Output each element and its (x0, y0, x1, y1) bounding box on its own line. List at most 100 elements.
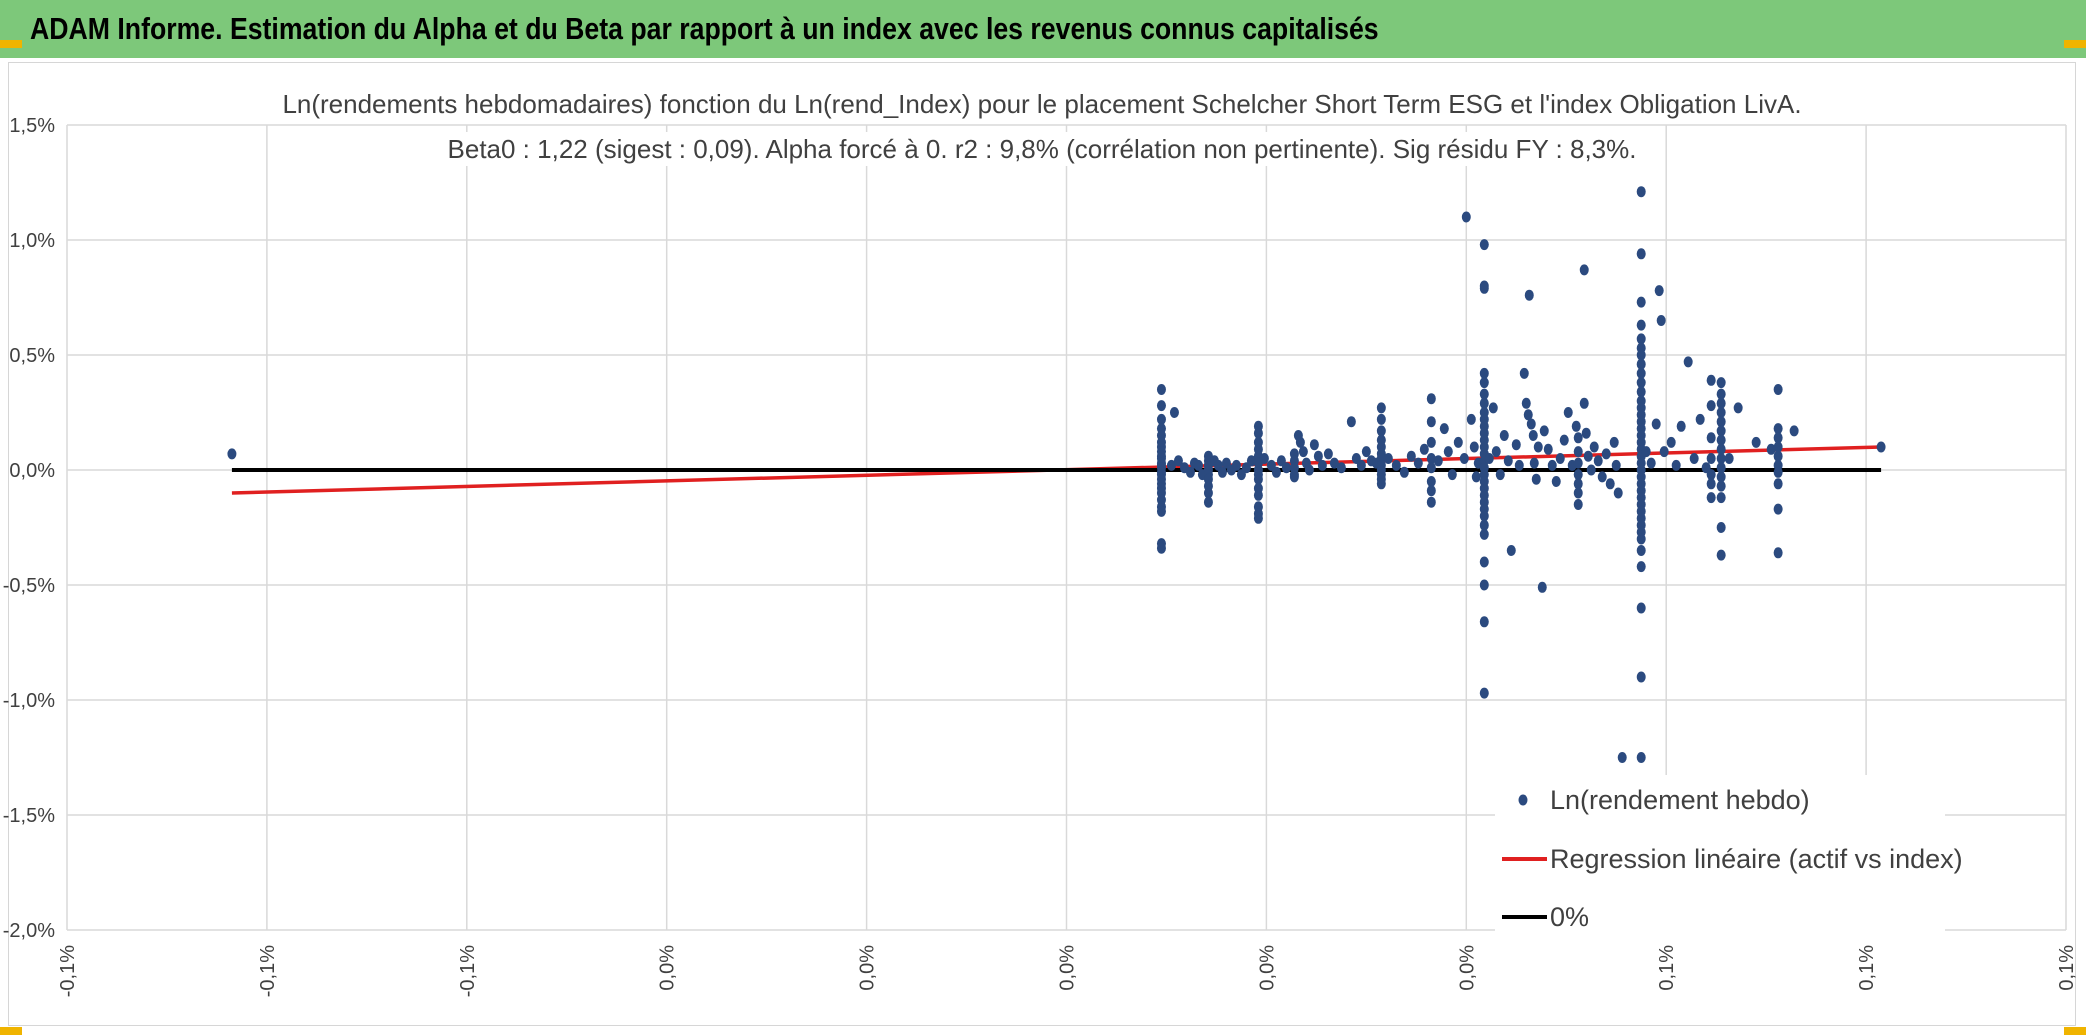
data-point (1706, 492, 1716, 504)
data-point (1304, 464, 1314, 476)
data-point (1426, 462, 1436, 474)
x-tick-label: -0,1% (257, 945, 279, 997)
data-point (1766, 443, 1776, 455)
data-point (1636, 386, 1646, 398)
data-point (1555, 453, 1565, 464)
data-point (1479, 519, 1489, 531)
data-point (1526, 418, 1536, 430)
data-point (1426, 476, 1436, 487)
data-point (1479, 377, 1489, 389)
data-point (1573, 487, 1583, 499)
data-point (1203, 496, 1213, 508)
data-point (1656, 315, 1666, 326)
data-point (1571, 420, 1581, 432)
data-point (1751, 436, 1761, 448)
legend-item-scatter: Ln(rendement hebdo) (1550, 785, 1810, 815)
data-point (1217, 466, 1227, 478)
data-point (1323, 448, 1333, 460)
x-tick-label: 0,0% (1057, 945, 1079, 991)
data-point (1529, 457, 1539, 469)
data-point (1636, 349, 1646, 361)
data-point (1466, 413, 1476, 425)
data-point (1336, 462, 1346, 474)
data-point (1253, 473, 1263, 485)
legend-background (1495, 775, 1945, 935)
data-point (1609, 436, 1619, 448)
x-tick-label: 0,1% (1656, 945, 1678, 991)
data-point (1376, 402, 1386, 414)
data-point (1447, 469, 1457, 481)
data-point (1601, 448, 1611, 460)
data-point (1773, 432, 1783, 444)
data-point (1876, 441, 1886, 453)
corner-marker (2064, 1027, 2086, 1035)
data-point (1617, 752, 1627, 763)
data-point (1426, 436, 1436, 448)
data-point (1383, 453, 1393, 464)
data-point (1524, 289, 1534, 301)
y-tick-label: -1,0% (3, 690, 55, 712)
data-point (1579, 264, 1589, 276)
data-point (1773, 441, 1783, 453)
data-point (1156, 384, 1166, 395)
scatter-points (227, 186, 1886, 872)
data-point (1683, 356, 1693, 368)
chart-title: Ln(rendements hebdomadaires) fonction du… (282, 89, 1801, 119)
data-point (1479, 367, 1489, 379)
data-point (1271, 466, 1281, 478)
report-header: ADAM Informe. Estimation du Alpha et du … (0, 0, 2086, 58)
y-tick-label: -0,5% (3, 575, 55, 597)
data-point (1533, 441, 1543, 453)
corner-marker (2064, 40, 2086, 48)
data-point (1479, 397, 1489, 409)
data-point (1611, 459, 1621, 471)
data-point (1539, 425, 1549, 437)
data-point (1636, 377, 1646, 389)
data-point (1636, 602, 1646, 614)
data-point (1636, 533, 1646, 545)
data-point (1156, 505, 1166, 517)
data-point (1317, 459, 1327, 471)
data-point (1547, 459, 1557, 471)
data-point (1376, 478, 1386, 490)
data-point (1156, 413, 1166, 425)
data-point (1426, 416, 1436, 428)
data-point (1773, 466, 1783, 478)
data-point (1461, 211, 1471, 223)
data-point (1391, 459, 1401, 471)
data-point (1563, 407, 1573, 418)
data-point (1716, 480, 1726, 492)
data-point (1666, 436, 1676, 448)
data-point (1716, 425, 1726, 437)
data-point (1636, 333, 1646, 345)
data-point (1479, 579, 1489, 591)
data-point (1246, 455, 1256, 467)
data-point (1716, 462, 1726, 474)
data-point (1551, 476, 1561, 487)
data-point (1581, 427, 1591, 439)
data-point (1695, 413, 1705, 425)
data-point (1203, 487, 1213, 499)
data-point (1156, 400, 1166, 412)
data-point (1253, 512, 1263, 524)
data-point (1573, 469, 1583, 481)
data-point (1426, 453, 1436, 464)
data-point (1597, 471, 1607, 483)
data-point (1173, 455, 1183, 467)
data-point (1579, 397, 1589, 409)
data-point (1789, 425, 1799, 437)
data-point (1716, 453, 1726, 464)
data-point (1636, 358, 1646, 370)
x-tick-label: -0,1% (457, 945, 479, 997)
data-point (1583, 450, 1593, 462)
data-point (1605, 478, 1615, 490)
data-point (1479, 528, 1489, 540)
y-tick-label: 0,0% (9, 460, 55, 482)
data-point (1156, 542, 1166, 554)
data-point (1724, 453, 1734, 464)
data-point (1346, 416, 1356, 428)
data-point (1519, 367, 1529, 379)
data-point (1733, 402, 1743, 414)
x-tick-label: 0,0% (857, 945, 879, 991)
data-point (1676, 420, 1686, 432)
